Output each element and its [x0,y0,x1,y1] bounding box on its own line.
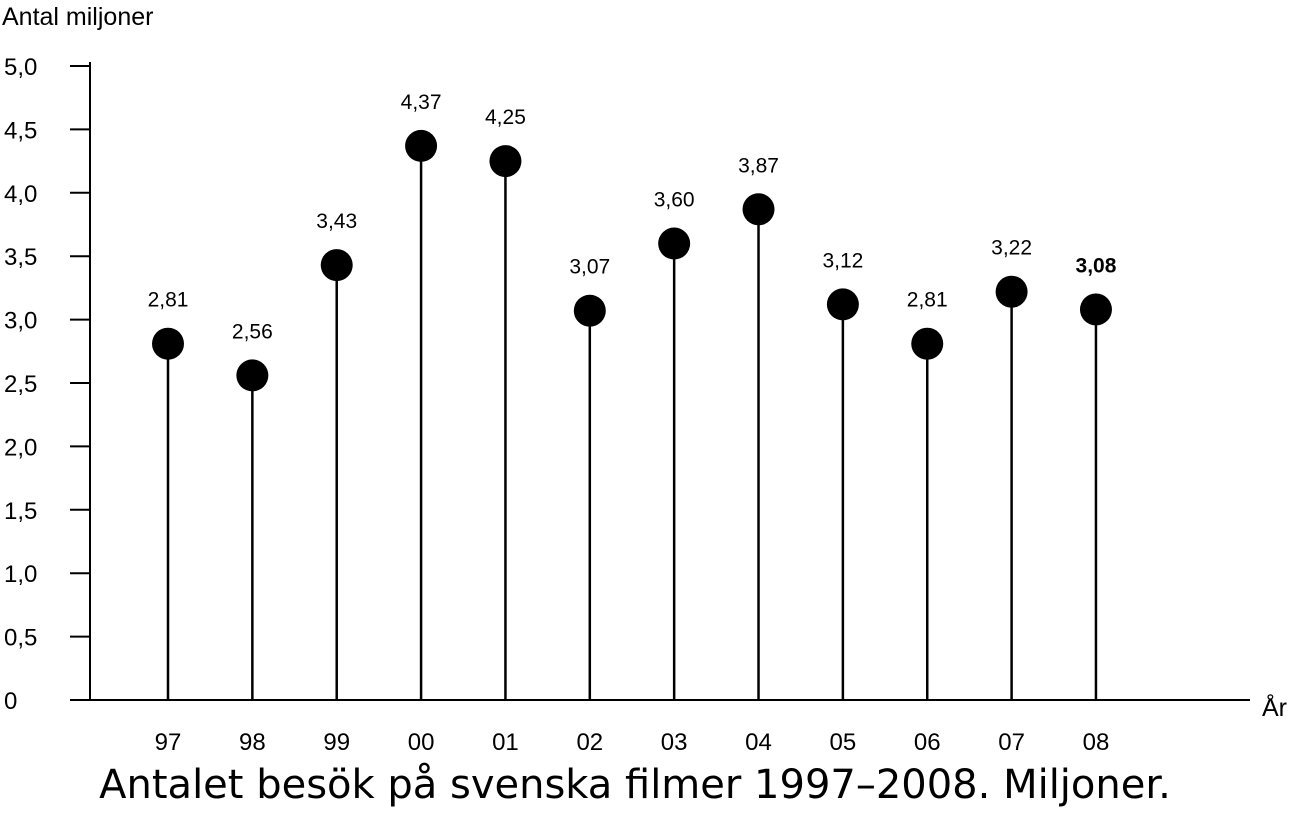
data-label: 2,81 [907,289,948,312]
data-point [995,275,1028,308]
y-axis-label: Antal miljoner [2,3,153,31]
y-tick-label: 5,0 [4,54,37,81]
data-label: 3,60 [654,189,695,212]
data-point [405,129,438,162]
x-tick-label: 01 [492,729,519,756]
data-point [1079,293,1112,326]
data-point [742,193,775,226]
y-tick-label: 0 [4,688,17,715]
data-label: 2,56 [232,320,273,343]
y-tick-label: 2,5 [4,371,37,398]
x-tick-label: 99 [323,729,350,756]
data-label: 3,43 [316,210,357,233]
axes [89,62,1250,701]
y-tick-label: 4,0 [4,181,37,208]
data-label: 4,37 [401,91,442,114]
x-axis-label: År [1262,692,1287,722]
data-label: 3,12 [822,249,863,272]
x-tick-label: 04 [745,729,772,756]
data-label: 2,81 [148,289,189,312]
data-point [152,327,184,360]
data-labels: 2,81 2,56 3,43 4,37 4,25 3,07 3,60 3,87 3,12 2,81… [148,91,1117,344]
x-ticks: 97 98 99 00 01 02 03 04 05 06 07 08 [155,729,1110,756]
data-point [320,249,353,282]
x-tick-label: 98 [239,729,266,756]
data-point [826,288,859,321]
x-tick-label: 00 [408,729,435,756]
data-point [236,359,269,392]
y-tick-label: 0,5 [4,625,37,652]
data-label: 3,22 [991,237,1032,260]
y-tick-label: 3,0 [4,308,37,335]
y-tick-label: 3,5 [4,244,37,271]
x-tick-label: 08 [1083,729,1110,756]
y-tick-label: 1,5 [4,498,37,525]
y-ticks: 0 0,5 1,0 1,5 2,0 2,5 3,0 3,5 4,0 4,5 5,0 [4,54,90,715]
y-tick-label: 2,0 [4,434,37,461]
y-tick-label: 4,5 [4,117,37,144]
x-tick-label: 07 [998,729,1025,756]
y-tick-label: 1,0 [4,561,37,588]
data-point [658,227,691,260]
x-tick-label: 97 [155,729,182,756]
chart-caption: Antalet besök på svenska filmer 1997–200… [99,762,1171,808]
x-tick-label: 02 [576,729,603,756]
data-label: 3,87 [738,154,779,177]
data-label: 3,07 [569,256,610,279]
data-point [489,145,522,178]
x-tick-label: 05 [830,729,857,756]
x-tick-label: 06 [914,729,941,756]
stems [166,145,1098,700]
data-point [573,294,606,327]
data-label: 4,25 [485,106,526,129]
x-tick-label: 03 [661,729,688,756]
data-point [911,327,944,360]
points [152,129,1112,392]
data-label: 3,08 [1076,254,1117,277]
